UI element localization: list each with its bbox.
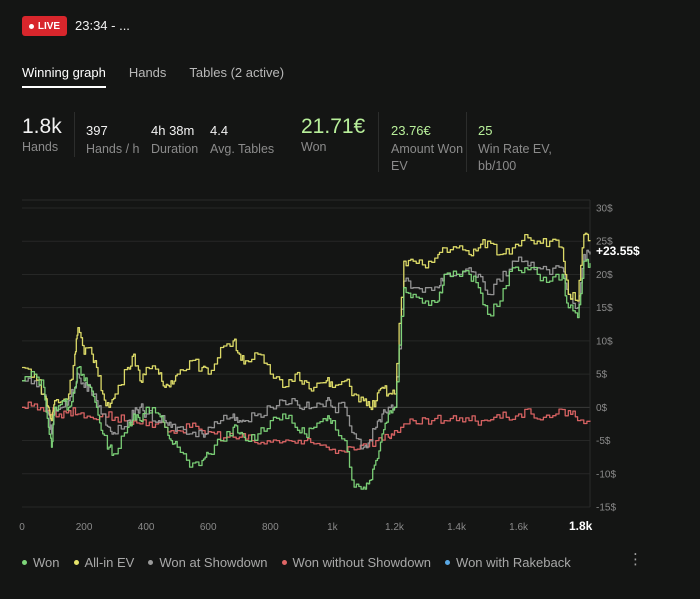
legend-label: Won at Showdown [159,555,268,570]
legend-dot-icon [148,560,154,565]
tab-winning-graph[interactable]: Winning graph [22,65,106,88]
x-tick-label: 1.4k [447,522,467,533]
legend-won-at-showdown[interactable]: Won at Showdown [148,555,268,570]
stat-win-rate-ev: 25 Win Rate EV, bb/100 [478,123,552,175]
y-tick-label: 25$ [596,237,613,248]
stat-win-rate-ev-label-2: bb/100 [478,159,517,173]
legend-label: All-in EV [84,555,135,570]
series-line-won [22,258,591,490]
y-tick-label: 20$ [596,270,613,281]
y-tick-label: -5$ [596,436,611,447]
tab-tables[interactable]: Tables (2 active) [189,65,285,80]
x-tick-label: 200 [76,522,93,533]
stat-win-rate-ev-label-1: Win Rate EV, [478,142,552,156]
stat-avg-tables-label: Avg. Tables [210,142,275,156]
tabs-bar: Winning graph Hands Tables (2 active) [22,65,307,88]
y-tick-label: -15$ [596,503,616,514]
stat-amount-won-ev-value: 23.76€ [391,123,431,138]
series-line-all-in-ev [22,232,591,422]
stat-duration: 4h 38m Duration [151,123,198,158]
y-tick-label: -10$ [596,469,616,480]
y-tick-label: 0$ [596,403,608,414]
more-options-icon[interactable]: ⋮ [628,551,643,568]
stat-amount-won-ev: 23.76€ Amount Won EV [391,123,463,175]
legend-dot-icon [281,560,287,565]
stat-amount-won-ev-label-2: EV [391,159,408,173]
x-tick-label: 400 [138,522,155,533]
stat-hands-per-hour-value: 397 [86,123,108,138]
stat-avg-tables: 4.4 Avg. Tables [210,123,274,158]
chart-legend: Won All-in EV Won at Showdown Won withou… [22,555,585,570]
legend-label: Won [33,555,60,570]
live-label: LIVE [37,20,61,32]
legend-dot-icon [73,560,79,565]
stat-avg-tables-value: 4.4 [210,123,229,138]
legend-dot-icon [22,560,27,565]
stat-amount-won-ev-label-1: Amount Won [391,142,464,156]
stat-won-value: 21.71€ [301,115,366,138]
stat-won: 21.71€ Won [301,115,365,156]
stat-hands-value: 1.8k [22,115,62,138]
y-tick-label: 15$ [596,303,613,314]
stat-won-label: Won [301,140,327,154]
current-value-label: +23.55$ [596,244,640,258]
legend-won-without-showdown[interactable]: Won without Showdown [281,555,432,570]
y-tick-label: 10$ [596,336,613,347]
y-tick-label: 5$ [596,370,608,381]
series-line-won-at-showdown [22,249,591,450]
x-tick-label: 1.2k [385,522,405,533]
legend-all-in-ev[interactable]: All-in EV [73,555,135,570]
x-tick-label: 1k [327,522,339,533]
winning-graph[interactable]: 30$ 25$ 20$ 15$ 10$ 5$ 0$ -5$ -10$ -15$ 0 200 400 600… [0,190,700,540]
live-badge: LIVE [22,16,67,36]
legend-label: Won with Rakeback [456,555,571,570]
session-time: 23:34 - ... [75,18,130,33]
stat-win-rate-ev-value: 25 [478,123,493,138]
series-line-won-without-showdown [22,401,591,455]
x-tick-label: 1.6k [509,522,529,533]
legend-won[interactable]: Won [22,555,60,570]
stat-hands-label: Hands [22,140,59,154]
y-tick-label: 30$ [596,204,613,215]
x-tick-label: 600 [200,522,217,533]
tab-hands[interactable]: Hands [128,65,167,80]
stat-hands: 1.8k Hands [22,115,62,156]
stat-duration-value: 4h 38m [151,123,195,138]
divider [378,112,379,172]
stat-hands-per-hour-label: Hands / h [86,142,140,156]
x-tick-label: 0 [19,522,25,533]
x-tick-label: 1.8k [569,519,593,533]
divider [74,112,75,157]
winning-graph-svg[interactable]: 30$ 25$ 20$ 15$ 10$ 5$ 0$ -5$ -10$ -15$ 0 200 400 600… [0,190,700,540]
live-dot-icon [28,23,34,29]
legend-won-with-rakeback[interactable]: Won with Rakeback [445,555,571,570]
legend-label: Won without Showdown [292,555,432,570]
divider [466,112,467,172]
stat-duration-label: Duration [151,142,199,156]
x-tick-label: 800 [262,522,279,533]
legend-dot-icon [445,560,451,565]
stat-hands-per-hour: 397 Hands / h [86,123,140,158]
